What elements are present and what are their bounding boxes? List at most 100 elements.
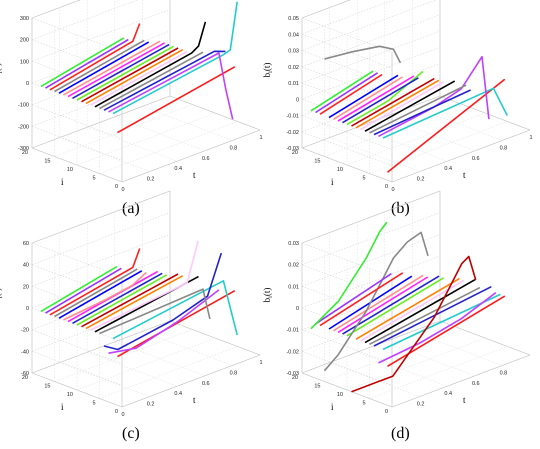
series-line-17 [315,72,379,114]
series-line-2 [112,279,238,340]
z-tick-label: 0.01 [288,284,299,290]
i-tick-label: 20 [22,150,28,156]
series-line-4 [373,285,492,347]
series-line-15 [324,45,402,64]
series-line-14 [328,74,399,119]
grid-line [31,30,171,84]
grid-line [301,234,441,287]
z-tick-label: 0 [26,306,29,312]
t-tick-label: 0.8 [500,370,508,376]
series-line-13 [333,76,403,120]
grid-line [324,329,463,382]
grid-line [357,126,448,162]
i-tick-label: 5 [92,401,95,407]
z-tick-label: -60 [21,371,29,377]
grid-line [301,30,441,84]
grid-line [369,121,508,174]
series-line-3 [108,289,220,354]
z-tick-label: -0.01 [286,114,299,120]
i-axis-label: i [331,177,334,187]
grid-line [301,212,441,265]
grid-line [301,320,441,374]
grid-line [99,346,238,399]
series-line-3 [378,292,497,364]
z-tick-label: 60 [23,241,29,247]
t-tick-label: 0.6 [202,156,210,162]
grid-line [301,115,393,150]
t-tick-label: 0.8 [230,145,238,151]
grid-line [301,14,441,67]
series-line-10 [346,277,445,337]
series-line-12 [337,276,429,334]
series-line-16 [319,73,383,115]
z-tick-label: 0.05 [288,16,299,22]
t-axis-label: t [463,395,466,405]
series-line-4 [103,50,226,111]
series-line-13 [63,40,161,96]
series-line-10 [76,45,174,101]
series-line-15 [54,268,138,318]
grid-line [301,95,441,149]
i-tick-label: 10 [337,167,343,173]
grid-line [59,362,150,397]
i-tick-label: 10 [67,167,73,173]
chart-panel-b: 0.050.040.030.020.010-0.01-0.02-0.032015… [262,0,533,193]
plot-group: 6040200-20-40-602015105000.20.40.60.81ai… [0,190,263,418]
series-line-18 [310,70,374,112]
z-tick-label: 0 [296,97,299,103]
i-tick-label: 0 [385,409,388,415]
grid-line [31,0,81,19]
series-line-8 [355,79,440,129]
plot-group: 0.050.040.030.020.010-0.01-0.02-0.032015… [262,0,533,193]
z-tick-label: -0.03 [286,146,299,152]
series-line-6 [364,80,456,132]
i-tick-label: 20 [292,150,298,156]
series-line-16 [49,23,141,91]
series-line-18 [40,265,118,313]
grid-line [357,351,448,387]
series-line-6 [364,278,476,344]
grid-line [369,346,508,399]
t-tick-label: 0.6 [472,381,480,387]
grid-line [324,104,463,157]
series-line-15 [54,39,145,93]
t-tick-label: 0.6 [202,381,210,387]
z-tick-label: -200 [18,124,29,130]
i-axis-label: i [331,402,334,412]
grid-line [301,190,441,244]
t-tick-label: 0.2 [147,177,155,183]
axis-frame-line [391,354,531,408]
z-tick-label: 0.04 [288,32,299,38]
t-tick-label: 0 [121,412,124,418]
series-line-11 [72,43,170,99]
grid-line [301,277,441,330]
t-axis-label: t [193,170,196,180]
z-tick-label: 0 [296,306,299,312]
z-tick-label: 0.03 [288,49,299,55]
t-tick-label: 0.2 [417,177,425,183]
grid-line [301,34,393,69]
series-line-5 [369,84,467,134]
grid-line [31,234,171,287]
chart-panel-d: 0.030.020.010-0.01-0.02-0.03201510500.20… [262,190,531,415]
t-tick-label: 0.8 [230,370,238,376]
series-line-7 [90,50,188,106]
z-tick-label: -20 [21,328,29,334]
t-tick-label: 0.8 [500,145,508,151]
grid-line [31,277,171,330]
i-tick-label: 5 [362,401,365,407]
t-tick-label: 1 [259,360,262,366]
z-tick-label: 0.01 [288,81,299,87]
t-tick-label: 1 [259,135,262,141]
grid-line [31,52,171,105]
series-line-9 [81,47,179,103]
series-line-1 [117,66,236,134]
t-tick-label: 0.6 [472,156,480,162]
caption-d: (d) [391,425,410,442]
series-line-5 [369,286,481,346]
t-axis-label: t [193,395,196,405]
series-line-12 [67,42,165,98]
grid-line [31,299,171,352]
series-line-5 [99,51,204,110]
i-tick-label: 10 [67,392,73,398]
